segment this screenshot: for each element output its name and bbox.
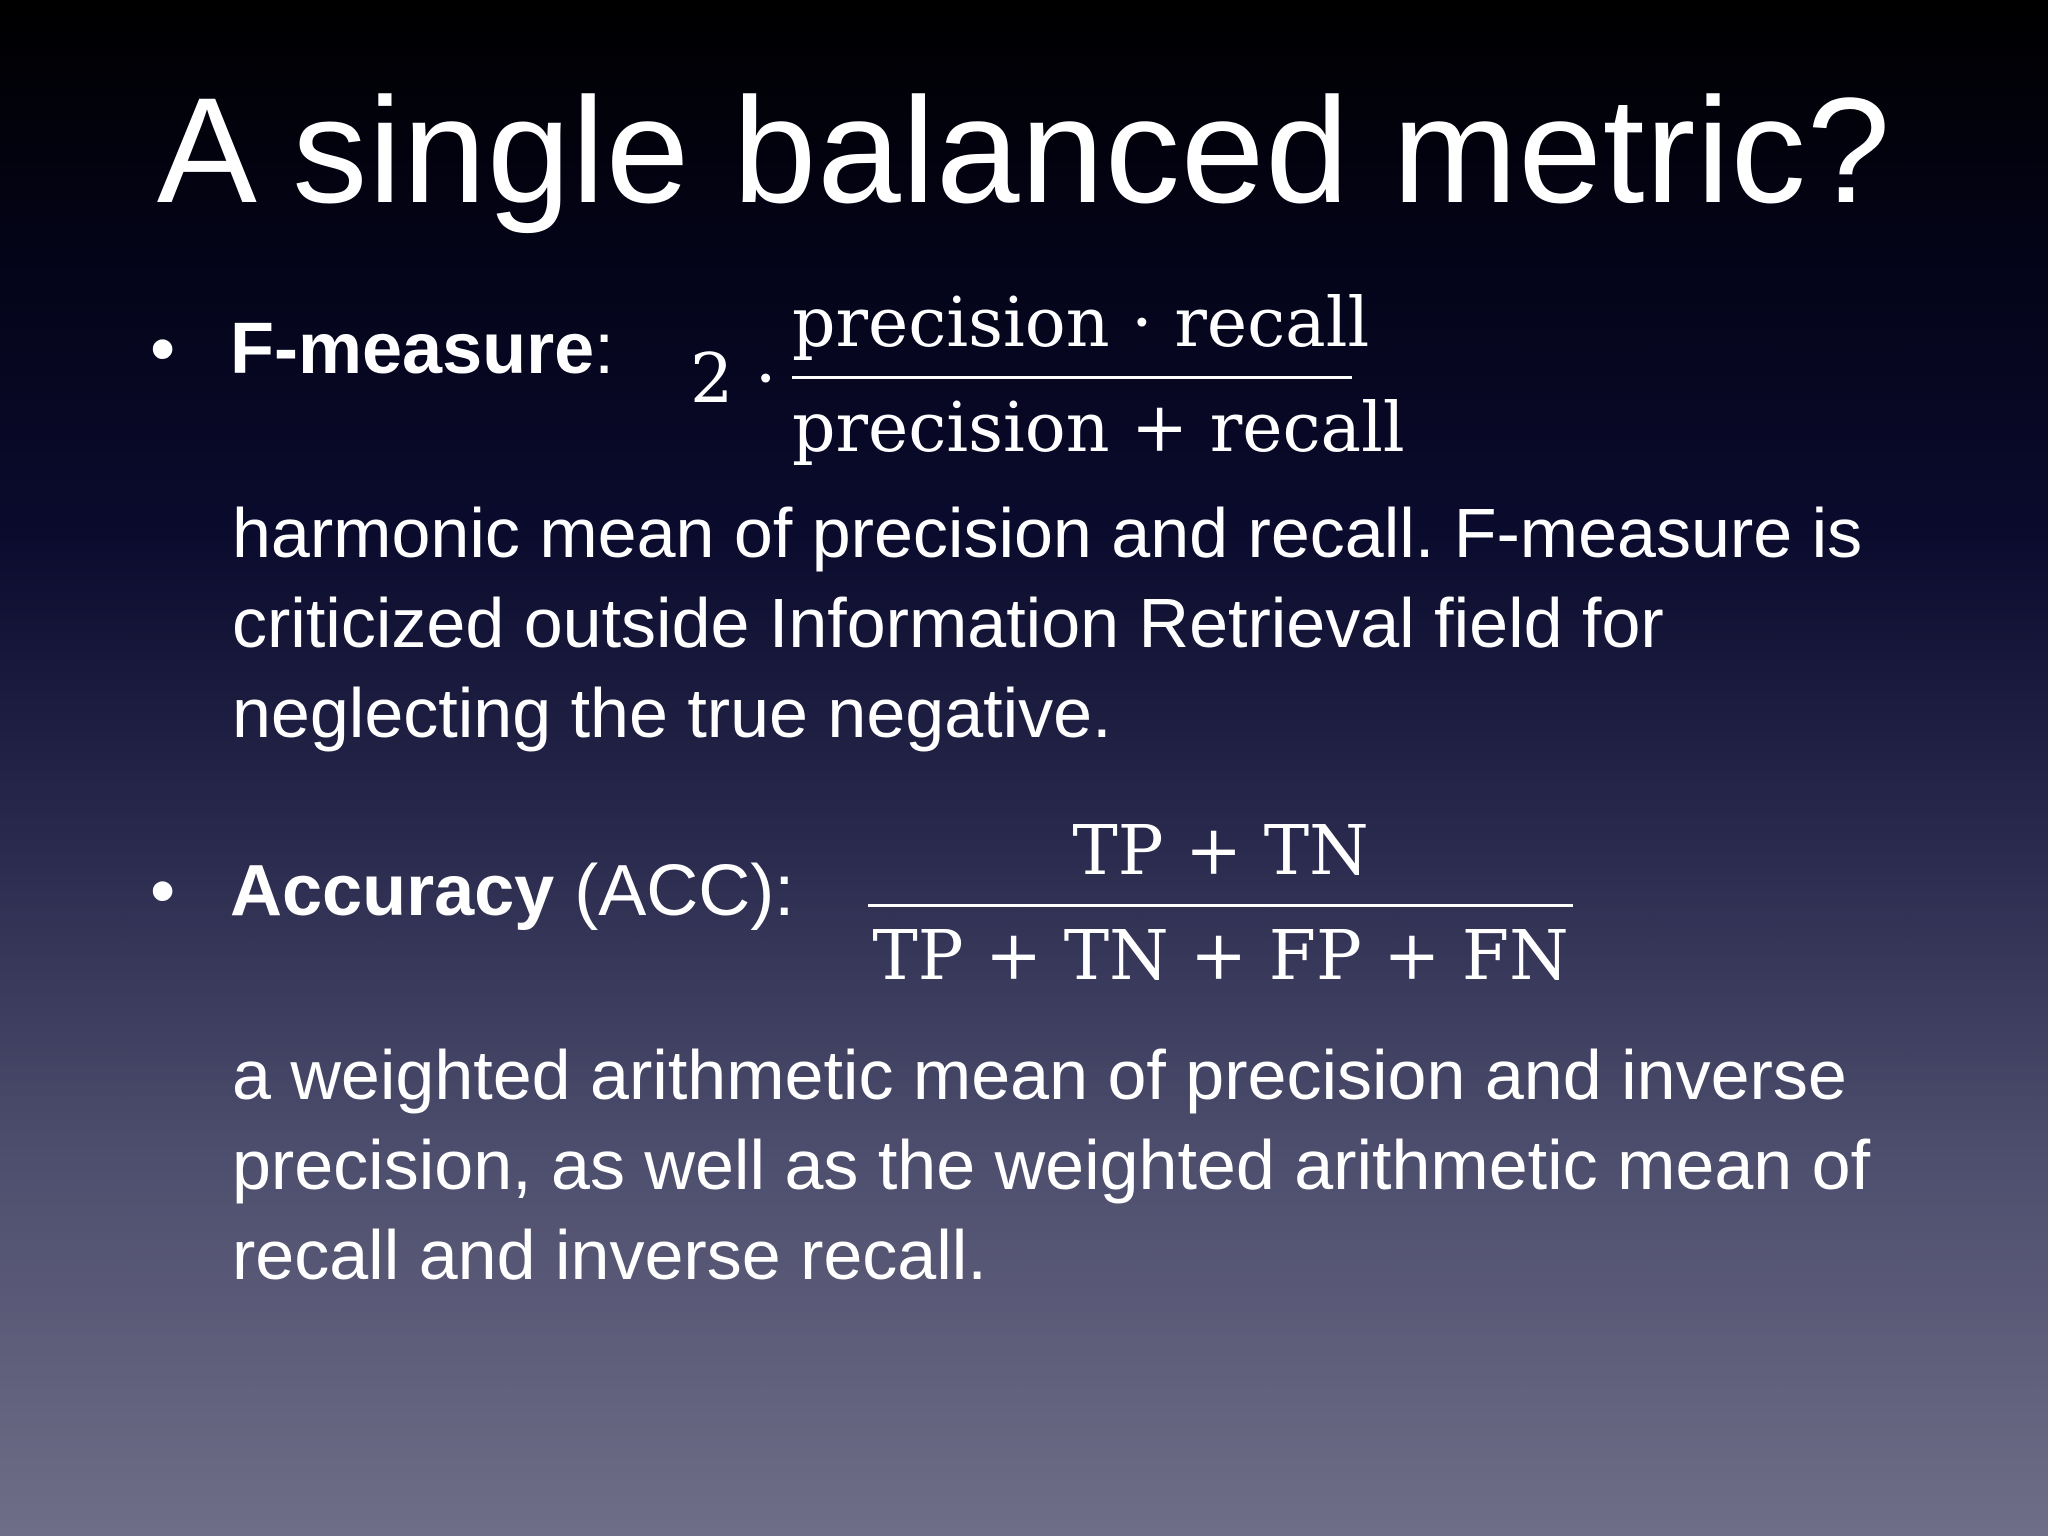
fraction-bar	[868, 904, 1573, 907]
f-measure-numerator: precision · recall	[792, 284, 1370, 363]
term-accuracy: Accuracy	[230, 851, 555, 931]
bullet-marker: •	[150, 309, 176, 389]
fraction-bar	[792, 376, 1352, 379]
term-f-measure: F-measure	[230, 309, 595, 389]
f-measure-denominator: precision + recall	[792, 389, 1405, 468]
accuracy-formula: TP + TN TP + TN + FP + FN	[868, 818, 1573, 991]
accuracy-denominator: TP + TN + FP + FN	[872, 917, 1569, 996]
bullet-accuracy: • Accuracy (ACC):	[150, 855, 794, 927]
bullet-marker: •	[150, 851, 176, 931]
accuracy-description: a weighted arithmetic mean of precision …	[232, 1036, 1871, 1294]
accuracy-numerator: TP + TN	[1072, 812, 1369, 891]
f-measure-description: harmonic mean of precision and recall. F…	[232, 494, 1863, 752]
term-suffix: :	[594, 309, 615, 389]
bullet-f-measure: • F-measure:	[150, 313, 614, 385]
formula-prefix: 2 ·	[690, 340, 777, 419]
term-suffix: (ACC):	[554, 851, 795, 931]
slide-title: A single balanced metric?	[156, 66, 1892, 234]
f-measure-formula: precision · recall precision + recall	[792, 284, 1405, 468]
